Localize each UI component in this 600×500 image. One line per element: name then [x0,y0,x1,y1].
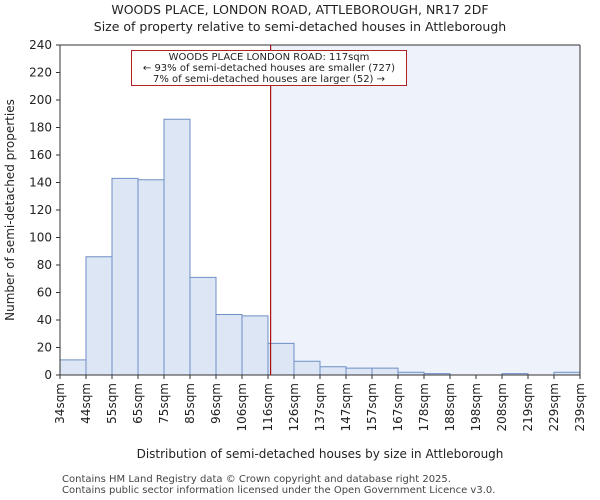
histogram-bar [241,315,269,376]
x-tick-label: 167sqm [391,383,405,431]
x-tick-label: 44sqm [79,383,93,424]
x-tick-label: 208sqm [495,383,509,431]
y-tick-label: 40 [37,313,52,327]
histogram-bar [215,314,243,376]
chart-subtitle: Size of property relative to semi-detach… [93,19,507,34]
y-tick-label: 180 [29,121,52,135]
x-tick-label: 219sqm [521,383,535,431]
annotation-line-2: ← 93% of semi-detached houses are smalle… [142,63,396,74]
highlight-region [270,45,580,375]
x-tick-label: 137sqm [313,383,327,431]
y-tick-label: 20 [37,341,52,355]
chart-title: WOODS PLACE, LONDON ROAD, ATTLEBOROUGH, … [111,2,489,17]
y-tick-label: 200 [29,93,52,107]
y-tick-label: 160 [29,148,52,162]
histogram-bar [111,177,139,376]
y-axis-title: Number of semi-detached properties [3,99,17,321]
x-tick-label: 126sqm [287,383,301,431]
x-tick-label: 157sqm [365,383,379,431]
annotation-line-3: 7% of semi-detached houses are larger (5… [152,74,386,85]
y-tick-label: 60 [37,286,52,300]
y-tick-label: 120 [29,203,52,217]
x-tick-label: 147sqm [339,383,353,431]
y-tick-label: 240 [29,38,52,52]
histogram-bar [371,367,399,376]
y-tick-label: 220 [29,66,52,80]
footer-line-2: Contains public sector information licen… [62,485,496,496]
x-tick-label: 229sqm [547,383,561,431]
histogram-bar [163,118,191,376]
annotation-line-1: WOODS PLACE LONDON ROAD: 117sqm [168,52,370,63]
histogram-bar [85,256,113,376]
x-tick-label: 188sqm [443,383,457,431]
x-tick-label: 106sqm [235,383,249,431]
x-tick-label: 85sqm [183,383,197,424]
histogram-bar [267,342,295,376]
x-tick-label: 239sqm [573,383,587,431]
y-tick-label: 140 [29,176,52,190]
x-axis-title: Distribution of semi-detached houses by … [137,447,504,461]
histogram-bar [319,366,347,376]
footer-line-1: Contains HM Land Registry data © Crown c… [62,474,451,485]
histogram-bar [189,276,217,376]
annotation-box: WOODS PLACE LONDON ROAD: 117sqm ← 93% of… [131,50,407,86]
x-tick-label: 96sqm [209,383,223,424]
histogram-bar [345,367,373,376]
x-tick-label: 75sqm [157,383,171,424]
x-tick-label: 34sqm [53,383,67,424]
x-tick-label: 178sqm [417,383,431,431]
y-tick-label: 0 [44,368,52,382]
y-tick-label: 100 [29,231,52,245]
histogram-bar [137,179,165,376]
x-tick-label: 116sqm [261,383,275,431]
histogram-bar [293,360,321,376]
x-tick-label: 198sqm [469,383,483,431]
y-tick-label: 80 [37,258,52,272]
x-tick-label: 65sqm [131,383,145,424]
histogram-bar [59,359,87,376]
x-tick-label: 55sqm [105,383,119,424]
